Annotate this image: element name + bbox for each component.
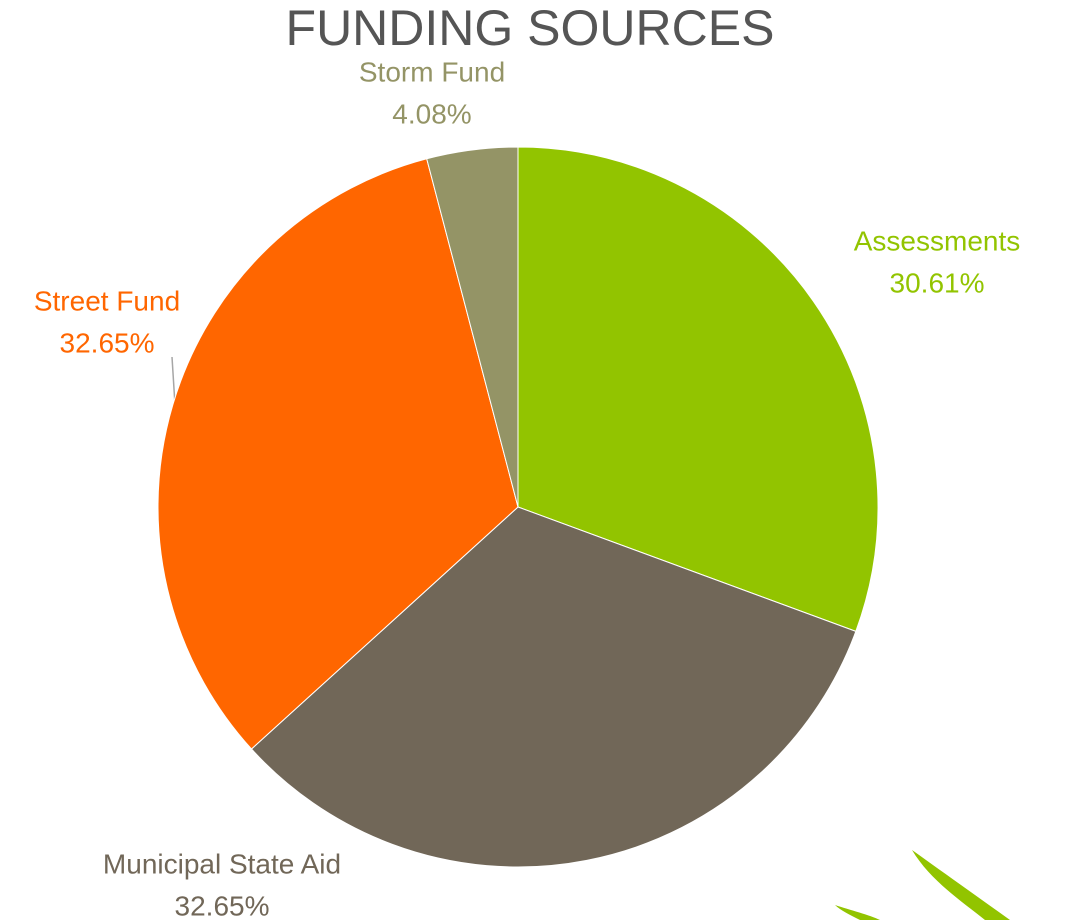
data-label-name: Assessments (854, 225, 1021, 256)
pie-slice (157, 158, 519, 750)
pie-slice (517, 146, 879, 632)
data-label-value: 4.08% (392, 98, 471, 129)
pie-slice (426, 146, 519, 508)
data-label-name: Storm Fund (359, 56, 505, 87)
data-label-value: 30.61% (890, 267, 985, 298)
leader-line (171, 356, 176, 406)
pie-slice (250, 506, 857, 868)
data-label-name: Municipal State Aid (103, 848, 341, 879)
data-label-name: Street Fund (34, 285, 180, 316)
decoration-leaf (912, 850, 1010, 920)
data-label-value: 32.65% (60, 327, 155, 358)
data-label-value: 32.65% (175, 890, 270, 920)
chart-title: FUNDING SOURCES (286, 0, 775, 56)
decoration-leaf (835, 905, 880, 920)
